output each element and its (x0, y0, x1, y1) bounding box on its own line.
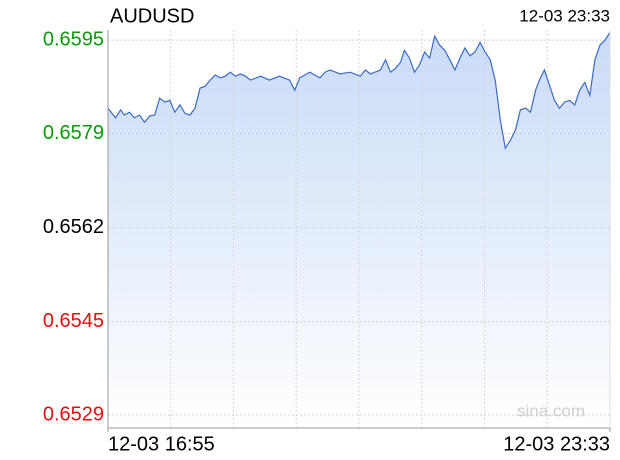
timestamp: 12-03 23:33 (519, 6, 610, 25)
x-tick-label: 12-03 23:33 (503, 433, 610, 455)
x-tick-label: 12-03 16:55 (108, 433, 215, 455)
watermark: sina.com (517, 401, 585, 420)
chart-title: AUDUSD (110, 5, 194, 27)
y-tick-label: 0.6562 (43, 216, 104, 238)
y-tick-label: 0.6579 (43, 122, 104, 144)
y-tick-label: 0.6529 (43, 403, 104, 425)
line (107, 31, 611, 150)
y-tick-label: 0.6595 (43, 28, 104, 50)
y-tick-label: 0.6545 (43, 310, 104, 332)
